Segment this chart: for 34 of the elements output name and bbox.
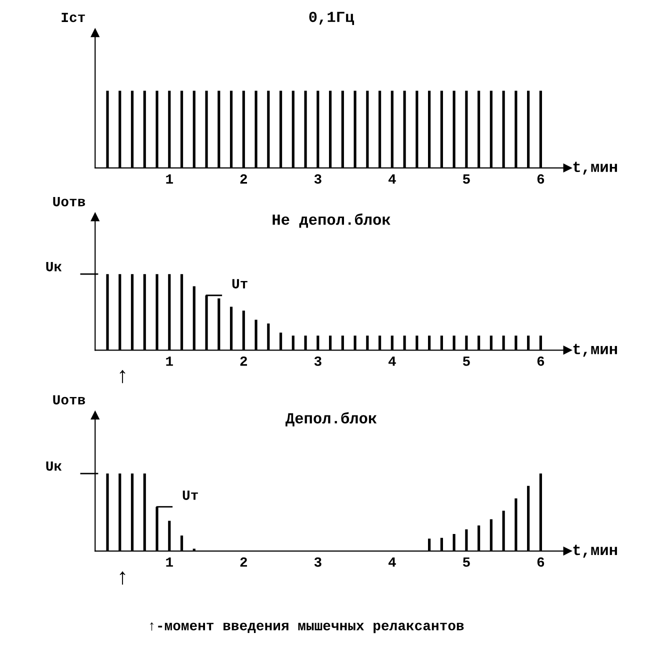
x-tick-label: 6 <box>537 356 544 366</box>
x-tick-label: 4 <box>388 356 396 366</box>
x-axis-title: t,мин <box>573 162 617 175</box>
chart-title: Депол.блок <box>286 412 377 426</box>
annotation: Uт <box>232 279 248 288</box>
x-tick-label: 5 <box>462 558 470 567</box>
chart-title: Не депол.блок <box>272 213 390 228</box>
x-tick-label: 2 <box>240 557 247 567</box>
x-tick-label: 4 <box>388 174 396 184</box>
x-tick-label: 2 <box>240 356 247 366</box>
x-axis-title: t,мин <box>573 544 617 558</box>
ref-line-label: Uк <box>46 262 62 272</box>
annotation: Uт <box>182 490 198 500</box>
y-axis-title: Uотв <box>53 395 86 404</box>
x-tick-label: 4 <box>388 558 396 567</box>
x-tick-label: 5 <box>462 174 470 184</box>
y-axis-title: Uотв <box>53 197 86 206</box>
x-tick-label: 1 <box>166 356 173 366</box>
x-tick-label: 5 <box>462 356 470 366</box>
x-tick-label: 3 <box>314 557 322 567</box>
x-tick-label: 6 <box>537 557 544 567</box>
ref-line-label: Uк <box>46 461 62 471</box>
x-tick-label: 3 <box>314 356 322 366</box>
x-tick-label: 2 <box>240 174 247 184</box>
x-tick-label: 1 <box>166 174 173 184</box>
x-tick-label: 1 <box>166 558 173 567</box>
x-tick-label: 6 <box>537 174 544 184</box>
text: ↑-момент введения мышечных релаксантов <box>150 622 464 634</box>
x-tick-label: 3 <box>314 174 322 184</box>
x-axis-title: t,мин <box>573 344 617 357</box>
chart-title: 0,1Гц <box>309 12 354 25</box>
y-axis-title: Iст <box>62 12 85 22</box>
text: ↑ <box>120 370 126 384</box>
text: ↑ <box>120 571 126 585</box>
